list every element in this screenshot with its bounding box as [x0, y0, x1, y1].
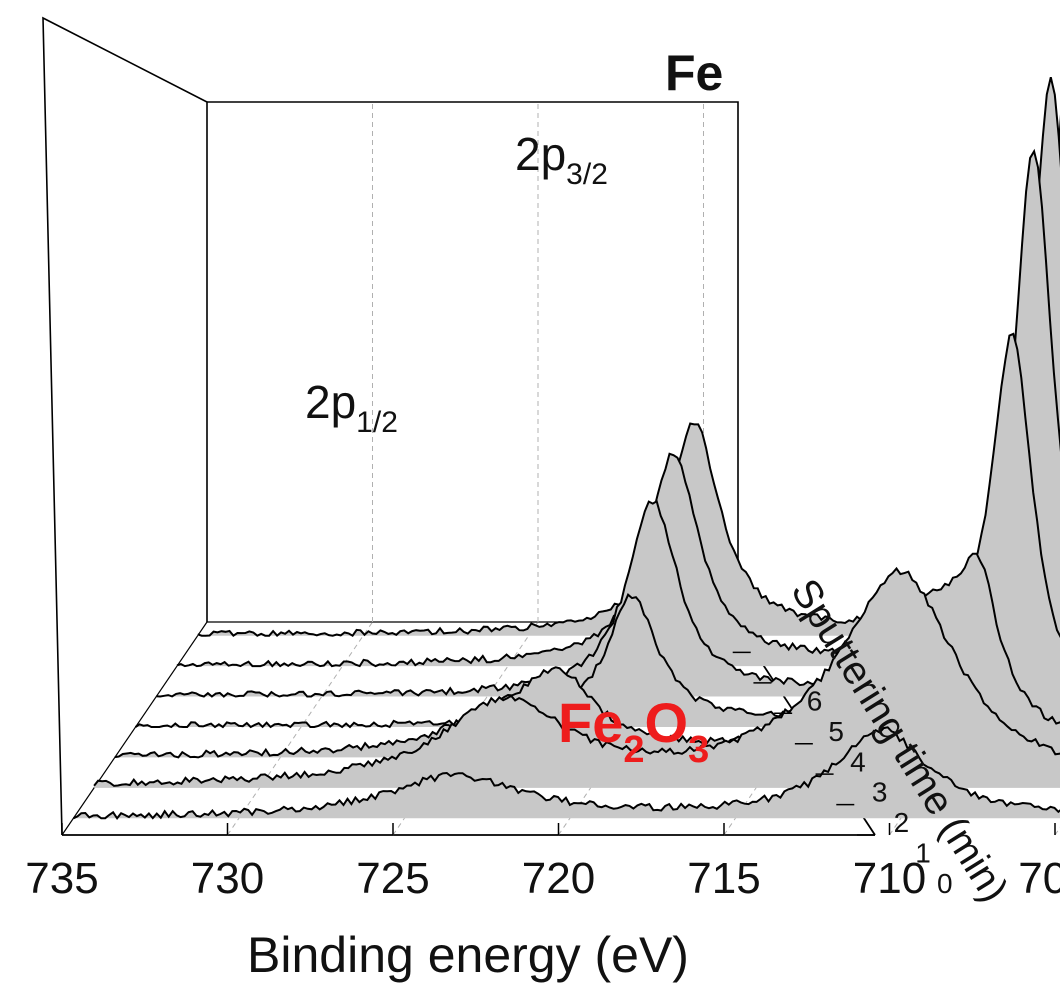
spectrum-6-fill — [197, 129, 1060, 636]
fe2o3-part-o: O — [645, 691, 689, 754]
x-tick-label: 710 — [853, 854, 926, 903]
spectrum-1-line — [93, 566, 1060, 787]
peak-label-2p32-main: 2p — [515, 128, 566, 180]
x-tick-label: 735 — [25, 854, 98, 903]
spectrum-5-line — [176, 76, 1060, 668]
x-tick-label: 720 — [522, 854, 595, 903]
fe2o3-part-fe: Fe — [558, 691, 623, 754]
z-tick-label: 2 — [894, 807, 910, 838]
spectrum-0 — [72, 726, 1060, 821]
floor-gridline — [227, 621, 373, 836]
fe2o3-part-3: 3 — [688, 729, 709, 771]
z-tick-label: 5 — [828, 716, 844, 747]
spectrum-0-line — [72, 726, 1060, 821]
spectrum-0-fill — [73, 727, 1060, 819]
peak-label-2p12-main: 2p — [305, 376, 356, 428]
x-ticks: 735 730 725 720 715 710 705 — [25, 823, 1060, 903]
spectrum-5 — [176, 76, 1060, 668]
peak-label-2p12-sub: 1/2 — [356, 406, 398, 439]
z-tick-label: 3 — [872, 777, 888, 808]
spectra-layer — [72, 76, 1060, 821]
z-tick-label: 1 — [915, 838, 931, 869]
z-tick-label: 4 — [850, 746, 866, 777]
fe2o3-annotation: Fe2O3 — [558, 691, 709, 771]
left-wall — [42, 16, 208, 836]
x-tick-label: 715 — [687, 854, 760, 903]
spectrum-2-line — [114, 552, 1060, 759]
x-tick-label: 725 — [356, 854, 429, 903]
x-tick-label: 705 — [1018, 854, 1060, 903]
spectrum-1-fill — [94, 568, 1060, 788]
spectrum-1 — [93, 566, 1060, 788]
x-tick-label: 730 — [191, 854, 264, 903]
x-axis-label: Binding energy (eV) — [247, 927, 689, 983]
z-tick-label: 6 — [807, 685, 823, 716]
peak-label-2p32-sub: 3/2 — [566, 158, 608, 191]
spectrum-5-fill — [177, 77, 1060, 667]
spectrum-4-line — [156, 148, 1060, 698]
floor-side-edge — [61, 621, 208, 836]
fe-annotation: Fe — [665, 45, 723, 101]
spectrum-3-line — [134, 332, 1060, 729]
peak-label-2p32: 2p3/2 — [515, 128, 608, 191]
z-tick-label: 0 — [937, 868, 953, 899]
spectrum-6 — [197, 114, 1060, 638]
spectrum-6-line — [197, 114, 1060, 638]
back-wall — [207, 101, 739, 622]
fe2o3-part-2: 2 — [623, 729, 644, 771]
peak-label-2p12: 2p1/2 — [305, 376, 398, 439]
